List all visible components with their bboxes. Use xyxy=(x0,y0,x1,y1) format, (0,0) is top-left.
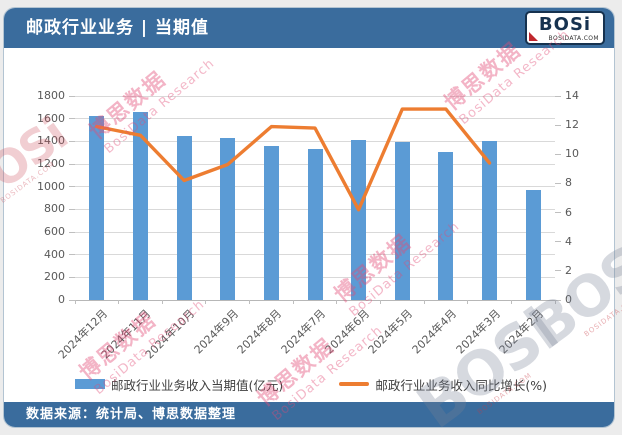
logo-caption: BOSIDATA.COM xyxy=(548,35,599,42)
left-axis-label: 400 xyxy=(44,247,65,261)
left-axis-label: 600 xyxy=(44,225,65,238)
page-title: 邮政行业业务 | 当期值 xyxy=(26,18,210,38)
x-axis-tick xyxy=(379,300,381,304)
legend-item-revenue: 邮政行业业务收入当期值(亿元) xyxy=(75,375,283,394)
right-axis-label: 12 xyxy=(565,118,579,132)
bar-2024年8月 xyxy=(263,145,279,300)
bar-2024年2月 xyxy=(525,190,541,300)
left-axis-label: 200 xyxy=(44,270,65,284)
gridline xyxy=(75,140,555,142)
report-panel: 邮政行业业务 | 当期值 BOSi BOSIDATA.COM 数据来源：统计局、… xyxy=(3,7,615,428)
legend-line-swatch-icon xyxy=(339,382,370,386)
bar-2024年3月 xyxy=(482,141,498,300)
left-axis-label: 800 xyxy=(44,202,65,216)
x-axis-tick xyxy=(118,300,120,304)
left-axis-label: 0 xyxy=(58,293,65,306)
left-axis-tick xyxy=(69,299,75,301)
right-axis-label: 0 xyxy=(565,293,572,306)
right-axis-label: 10 xyxy=(565,147,579,161)
x-axis-tick xyxy=(467,300,469,304)
x-axis-tick xyxy=(336,300,338,304)
left-axis-label: 1600 xyxy=(37,111,65,125)
left-axis-label: 1800 xyxy=(37,89,65,102)
right-axis-tick xyxy=(555,95,561,97)
right-axis-label: 2 xyxy=(565,263,572,277)
legend-bar-swatch-icon xyxy=(75,379,106,389)
gridline xyxy=(75,118,555,120)
left-axis-tick xyxy=(69,231,75,233)
left-axis-label: 1200 xyxy=(37,157,65,170)
right-axis-label: 6 xyxy=(565,205,572,219)
right-axis-tick xyxy=(555,241,561,243)
left-axis-tick xyxy=(69,140,75,142)
header-bar: 邮政行业业务 | 当期值 BOSi BOSIDATA.COM xyxy=(4,8,614,48)
left-axis-tick xyxy=(69,276,75,278)
left-axis-tick xyxy=(69,186,75,188)
x-axis-tick xyxy=(510,300,512,304)
right-axis-tick xyxy=(555,153,561,155)
x-axis-tick xyxy=(205,300,207,304)
x-axis-tick xyxy=(292,300,294,304)
legend-label-revenue: 邮政行业业务收入当期值(亿元) xyxy=(111,377,284,393)
logo-text: BOSi xyxy=(538,14,592,35)
logo-triangle-icon xyxy=(529,32,538,41)
right-axis-label: 4 xyxy=(565,234,572,248)
left-axis-tick xyxy=(69,208,75,210)
left-axis-tick xyxy=(69,163,75,165)
x-axis-tick xyxy=(554,300,556,304)
x-axis-tick xyxy=(249,300,251,304)
x-axis-line xyxy=(75,299,555,301)
x-axis-tick xyxy=(74,300,76,304)
left-axis-tick xyxy=(69,254,75,256)
bar-2024年5月 xyxy=(394,142,410,300)
left-axis-tick xyxy=(69,95,75,97)
data-source-text: 数据来源：统计局、博思数据整理 xyxy=(26,407,237,422)
footer-bar: 数据来源：统计局、博思数据整理 xyxy=(4,402,614,427)
left-axis-label: 1000 xyxy=(37,179,65,193)
bar-2024年12月 xyxy=(89,116,105,300)
x-axis-tick xyxy=(423,300,425,304)
right-axis-tick xyxy=(555,212,561,214)
bar-2024年9月 xyxy=(220,137,236,300)
right-axis-label: 8 xyxy=(565,176,572,190)
left-axis-tick xyxy=(69,118,75,120)
x-axis-tick xyxy=(161,300,163,304)
right-axis-tick xyxy=(555,299,561,301)
right-axis-tick xyxy=(555,270,561,272)
chart-legend: 邮政行业业务收入当期值(亿元) 邮政行业业务收入同比增长(%) xyxy=(0,375,622,393)
left-axis-label: 1400 xyxy=(37,134,65,148)
bar-2024年11月 xyxy=(132,112,148,300)
legend-item-growth: 邮政行业业务收入同比增长(%) xyxy=(339,375,547,394)
legend-label-growth: 邮政行业业务收入同比增长(%) xyxy=(375,377,547,393)
right-axis-label: 14 xyxy=(565,89,579,102)
right-axis-tick xyxy=(555,124,561,126)
right-axis-tick xyxy=(555,182,561,184)
gridline xyxy=(75,95,555,97)
bar-2024年4月 xyxy=(438,151,454,300)
bar-2024年7月 xyxy=(307,149,323,300)
bosi-logo: BOSi BOSIDATA.COM xyxy=(525,11,605,45)
bar-2024年6月 xyxy=(351,140,367,300)
